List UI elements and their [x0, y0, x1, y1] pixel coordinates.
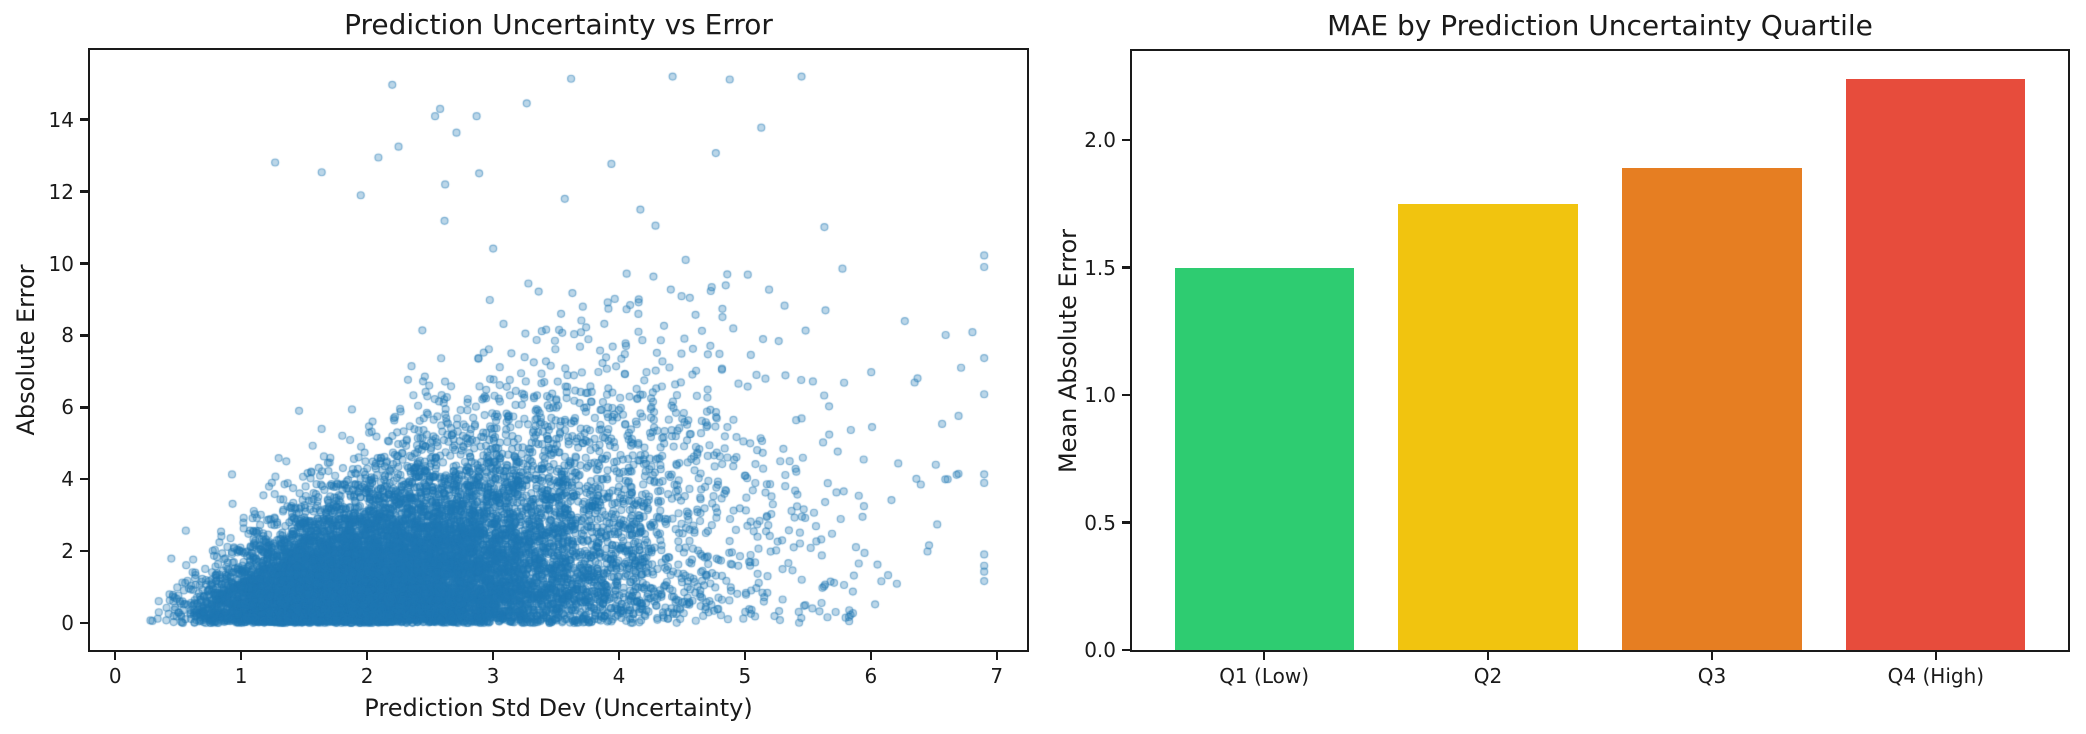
y-tick-mark [1122, 648, 1132, 652]
y-tick-label: 14 [48, 107, 74, 132]
x-tick-label: Q1 (Low) [1219, 664, 1310, 688]
x-tick-mark [869, 650, 873, 660]
x-tick-mark [1710, 650, 1714, 660]
x-tick-mark [365, 650, 369, 660]
y-tick-label: 8 [61, 323, 74, 348]
y-tick-mark [80, 118, 90, 121]
y-tick-label: 0.0 [1084, 638, 1116, 662]
x-tick-label: Q2 [1473, 664, 1503, 688]
x-tick-label: Q3 [1697, 664, 1727, 688]
x-tick-label: 3 [486, 664, 500, 688]
x-tick-label: 6 [864, 664, 878, 688]
y-tick-mark [80, 621, 90, 625]
x-tick-label: 7 [990, 664, 1004, 688]
scatter-points-canvas [90, 50, 1027, 650]
x-tick-mark [239, 650, 243, 660]
y-tick-label: 12 [48, 179, 74, 204]
x-tick-mark [617, 650, 621, 660]
x-tick-label: 2 [360, 664, 374, 688]
x-tick-mark [491, 650, 495, 660]
x-tick-label: Q4 (High) [1887, 664, 1985, 688]
y-tick-mark [1122, 138, 1132, 142]
bar-q4-high [1846, 79, 2026, 650]
y-tick-mark [1122, 266, 1132, 269]
x-tick-label: 1 [234, 664, 248, 688]
y-tick-mark [1122, 521, 1132, 524]
y-tick-label: 10 [48, 251, 74, 276]
y-tick-label: 1.0 [1084, 383, 1116, 408]
y-tick-mark [1122, 393, 1132, 397]
scatter-plot-axes: Prediction Uncertainty vs Error Predicti… [12, 8, 1029, 722]
x-tick-mark [113, 650, 117, 660]
y-tick-mark [80, 549, 90, 553]
x-tick-mark [1934, 650, 1938, 660]
y-tick-label: 1.5 [1084, 255, 1116, 280]
y-tick-mark [80, 262, 90, 265]
y-tick-label: 0 [61, 611, 74, 636]
x-tick-mark [995, 650, 999, 660]
x-tick-mark [743, 650, 747, 660]
y-tick-mark [80, 334, 90, 337]
y-tick-label: 2 [61, 539, 74, 564]
x-tick-mark [1262, 650, 1266, 660]
y-tick-mark [80, 190, 90, 193]
bar-q2 [1398, 203, 1578, 650]
x-tick-mark [1486, 650, 1490, 660]
bar-q3 [1622, 168, 1802, 650]
y-tick-mark [80, 406, 90, 409]
scatter-xaxis-label: Prediction Std Dev (Uncertainty) [364, 694, 753, 722]
x-tick-label: 0 [108, 664, 122, 688]
scatter-plot-title: Prediction Uncertainty vs Error [344, 8, 773, 41]
bar-chart-title: MAE by Prediction Uncertainty Quartile [1327, 9, 1873, 42]
bar-chart-axes: MAE by Prediction Uncertainty Quartile M… [1054, 9, 2070, 688]
y-tick-label: 6 [61, 395, 74, 420]
bar-q1-low [1174, 267, 1354, 650]
y-tick-mark [80, 477, 90, 481]
y-tick-label: 0.5 [1084, 510, 1116, 535]
x-tick-label: 4 [612, 664, 626, 688]
y-tick-label: 2.0 [1084, 128, 1116, 153]
y-tick-label: 4 [61, 467, 74, 492]
x-tick-label: 5 [738, 664, 752, 688]
